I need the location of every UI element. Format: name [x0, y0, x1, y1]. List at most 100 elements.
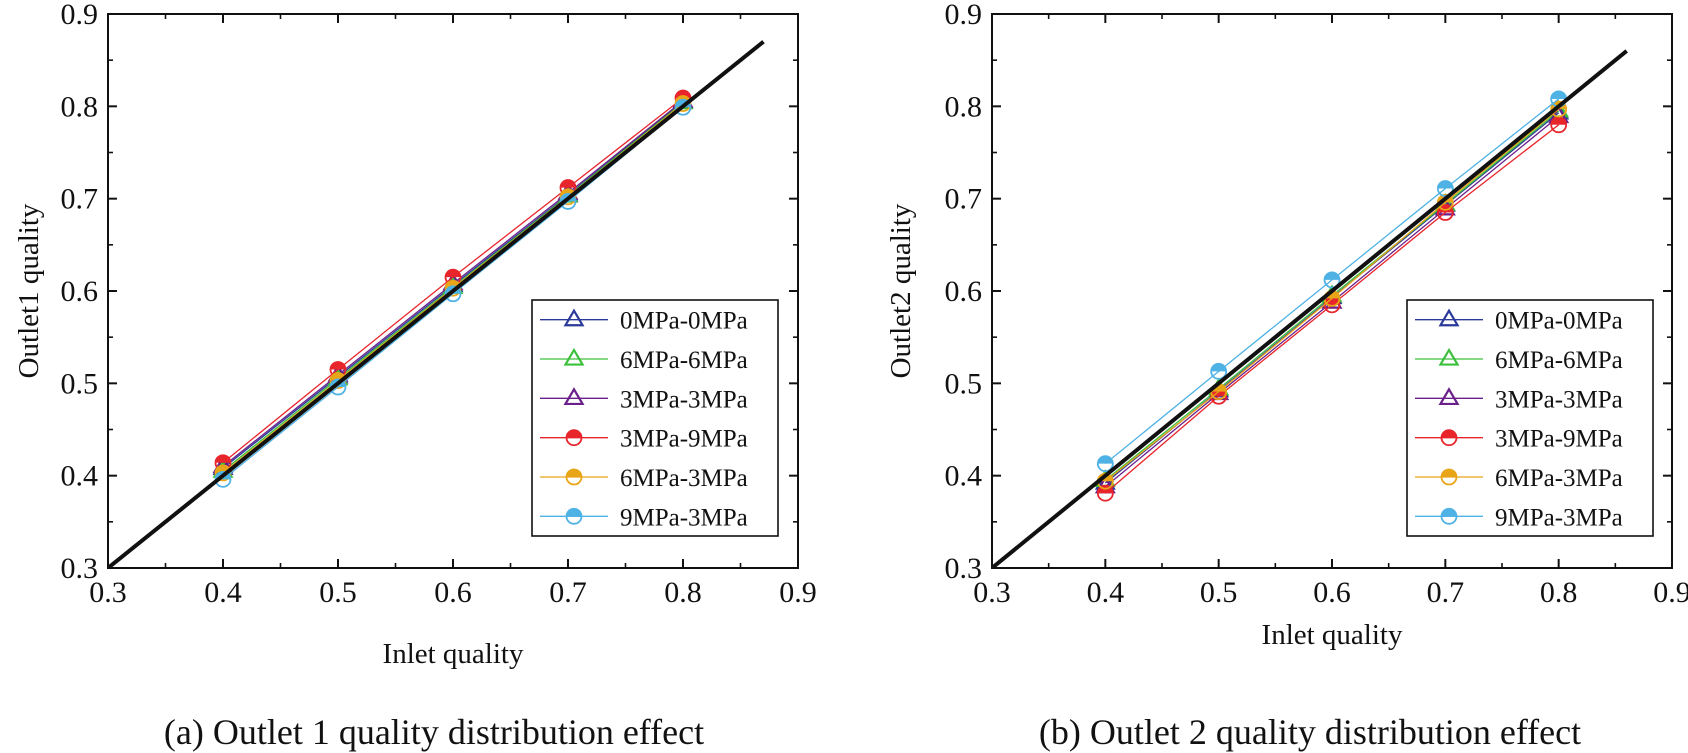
chart-caption: (b) Outlet 2 quality distribution effect [1039, 712, 1581, 752]
chart-outlet1: 0.3 0.4 0.5 0.6 0.7 0.8 0.9 0.3 0.4 0.5 0.6 0.7 0.8 0… [13, 0, 817, 752]
legend-entry: 0MPa-0MPa [1415, 308, 1623, 335]
legend-entry: 3MPa-9MPa [540, 426, 748, 453]
legend-label: 6MPa-6MPa [1495, 347, 1623, 374]
legend-marker [563, 387, 585, 406]
data-point-outline [1436, 180, 1454, 197]
data-point [1436, 180, 1454, 197]
legend-marker [1438, 308, 1460, 327]
y-tick-label: 0.9 [61, 0, 99, 31]
legend-label: 3MPa-3MPa [620, 386, 748, 413]
legend-marker [563, 347, 585, 366]
data-point [1096, 455, 1114, 473]
x-tick-label: 0.7 [549, 576, 587, 609]
legend-marker-outline [1440, 507, 1458, 525]
legend-label: 6MPa-3MPa [620, 465, 748, 492]
x-tick-label: 0.9 [1653, 576, 1688, 609]
legend-label: 0MPa-0MPa [1495, 308, 1623, 335]
x-tick-label: 0.9 [779, 576, 817, 609]
reference-line [108, 40, 765, 568]
legend-label: 9MPa-3MPa [1495, 504, 1623, 531]
legend-entry: 9MPa-3MPa [540, 504, 748, 531]
y-tick-label: 0.9 [945, 0, 983, 31]
y-tick-label: 0.6 [945, 275, 983, 308]
legend-marker [1440, 429, 1458, 447]
legend-entry: 6MPa-6MPa [1415, 347, 1623, 374]
legend-marker-outline [1440, 468, 1458, 486]
x-tick-label: 0.4 [204, 576, 242, 609]
legend-entry: 6MPa-3MPa [1415, 465, 1623, 492]
y-tick-label: 0.5 [61, 367, 99, 400]
legend-entry: 6MPa-6MPa [540, 347, 748, 374]
legend: 0MPa-0MPa 6MPa-6MPa 3MPa-3MPa 3MPa-9MPa 6MPa… [1406, 299, 1654, 537]
legend-marker-outline [565, 468, 583, 486]
chart-caption: (a) Outlet 1 quality distribution effect [164, 712, 704, 752]
y-axis-label: Outlet2 quality [885, 203, 917, 378]
x-tick-label: 0.8 [664, 576, 702, 609]
x-tick-label: 0.3 [973, 576, 1011, 609]
legend-marker-outline [565, 507, 583, 525]
legend-entry: 3MPa-3MPa [540, 386, 748, 413]
y-tick-label: 0.5 [945, 367, 983, 400]
legend-label: 3MPa-9MPa [620, 426, 748, 453]
legend-marker [565, 468, 583, 486]
y-tick-label: 0.7 [61, 183, 99, 216]
reference-line [992, 49, 1628, 568]
x-tick-label: 0.4 [1087, 576, 1125, 609]
x-tick-label: 0.5 [1200, 576, 1238, 609]
legend-marker-shape [563, 347, 585, 366]
y-tick-label: 0.4 [945, 460, 983, 493]
data-point-outline [444, 285, 462, 303]
legend-marker-shape [1438, 387, 1460, 406]
data-point-outline [1096, 484, 1114, 502]
y-tick-label: 0.3 [61, 552, 99, 585]
legend-entry: 0MPa-0MPa [540, 308, 748, 335]
legend-marker-shape [1438, 308, 1460, 327]
data-point-outline [1550, 100, 1568, 118]
y-axis-label: Outlet1 quality [13, 203, 45, 378]
x-tick-label: 0.8 [1540, 576, 1578, 609]
legend-marker-outline [1440, 429, 1458, 447]
legend-marker [563, 308, 585, 327]
y-tick-label: 0.3 [945, 552, 983, 585]
legend-marker [1438, 387, 1460, 406]
data-point [1436, 204, 1454, 221]
data-point-outline [674, 98, 692, 116]
data-point-outline [1096, 455, 1114, 473]
legend-entry: 9MPa-3MPa [1415, 504, 1623, 531]
data-point-outline [1323, 271, 1341, 289]
legend-marker [1438, 347, 1460, 366]
data-point-outline [559, 188, 577, 206]
x-axis-label: Inlet quality [383, 638, 524, 670]
x-tick-label: 0.5 [319, 576, 357, 609]
legend-label: 6MPa-3MPa [1495, 465, 1623, 492]
legend-marker [565, 507, 583, 525]
legend-box [1406, 299, 1654, 537]
data-point-outline [559, 193, 577, 210]
legend-label: 0MPa-0MPa [620, 308, 748, 335]
legend-box [531, 299, 779, 537]
legend-label: 9MPa-3MPa [620, 504, 748, 531]
legend-marker-shape [563, 387, 585, 406]
x-axis-label: Inlet quality [1262, 619, 1403, 651]
legend-entry: 3MPa-3MPa [1415, 386, 1623, 413]
x-tick-label: 0.6 [434, 576, 472, 609]
legend-label: 3MPa-3MPa [1495, 386, 1623, 413]
legend: 0MPa-0MPa 6MPa-6MPa 3MPa-3MPa 3MPa-9MPa 6MPa… [531, 299, 779, 537]
y-tick-label: 0.8 [945, 90, 983, 123]
x-tick-label: 0.3 [89, 576, 127, 609]
y-tick-label: 0.4 [61, 460, 99, 493]
legend-label: 6MPa-6MPa [620, 347, 748, 374]
chart-outlet2: 0.3 0.4 0.5 0.6 0.7 0.8 0.9 0.3 0.4 0.5 0.6 0.7 0.8 0… [885, 0, 1688, 752]
y-tick-label: 0.6 [61, 275, 99, 308]
legend-marker [1440, 507, 1458, 525]
legend-label: 3MPa-9MPa [1495, 426, 1623, 453]
legend-entry: 6MPa-3MPa [540, 465, 748, 492]
legend-marker-outline [565, 429, 583, 447]
data-point [1210, 362, 1228, 380]
data-point [1323, 271, 1341, 289]
y-tick-label: 0.7 [945, 183, 983, 216]
y-tick-label: 0.8 [61, 90, 99, 123]
x-tick-label: 0.7 [1427, 576, 1465, 609]
data-point [1550, 116, 1568, 134]
